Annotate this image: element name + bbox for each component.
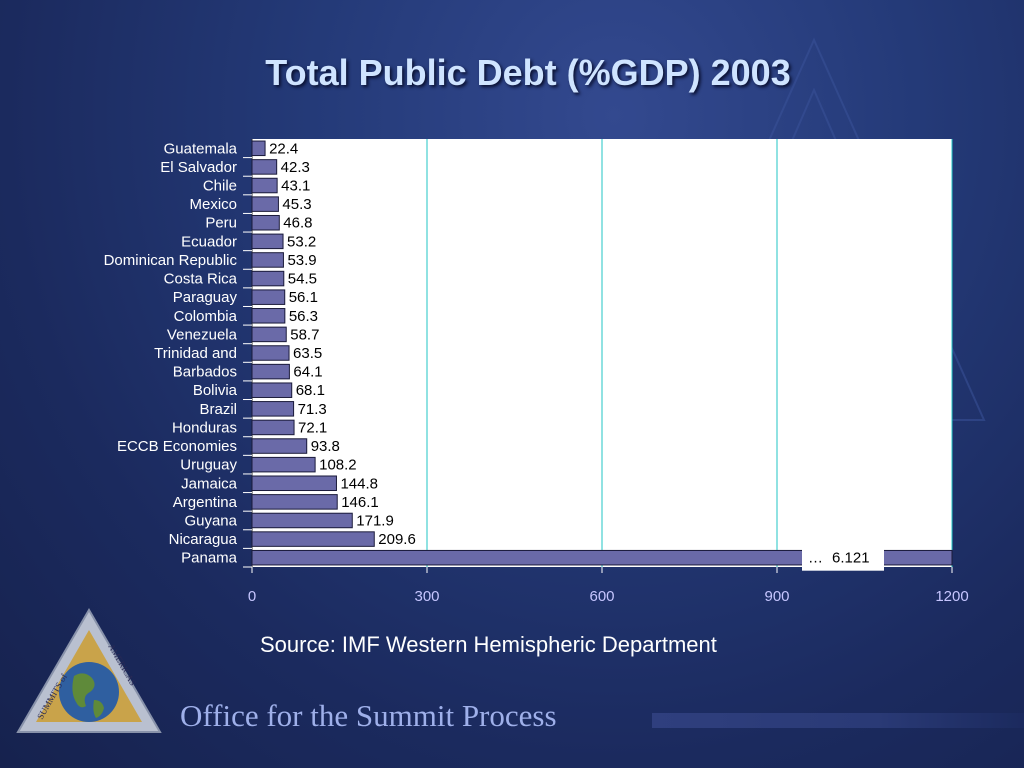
source-note: Source: IMF Western Hemispheric Departme…: [260, 632, 717, 657]
data-label: 68.1: [296, 382, 325, 399]
bar: [251, 494, 338, 510]
bar: [251, 401, 295, 417]
data-label: 56.3: [289, 308, 318, 325]
bar: [251, 233, 284, 250]
slide-title: Total Public Debt (%GDP) 2003: [265, 52, 791, 93]
data-label: 45.3: [282, 196, 311, 213]
category-label: Chile: [203, 178, 237, 195]
data-label: 64.1: [293, 364, 322, 381]
data-label: 56.1: [289, 289, 318, 306]
office-footer-text: Office for the Summit Process: [180, 698, 557, 733]
data-label: 46.8: [283, 215, 312, 232]
category-label: Jamaica: [181, 475, 238, 492]
category-label: Panama: [181, 550, 238, 567]
data-label: 71.3: [298, 401, 327, 418]
category-label: Guatemala: [164, 140, 238, 157]
data-label: 54.5: [288, 271, 317, 288]
bar: [251, 531, 375, 547]
category-label: Paraguay: [173, 289, 238, 306]
bar: [251, 214, 280, 231]
category-label: Venezuela: [167, 326, 238, 343]
category-label: Ecuador: [181, 233, 237, 250]
bar: [251, 140, 266, 157]
category-label: Bolivia: [193, 382, 238, 399]
bar: [251, 326, 287, 343]
x-tick-label: 900: [764, 588, 789, 605]
category-label: Dominican Republic: [104, 252, 238, 269]
category-label: Argentina: [173, 494, 238, 511]
data-label: 42.3: [281, 159, 310, 176]
debt-bar-chart: 0 300 600 900 1200 Guatemala 22.4 El Salvador 42…: [104, 139, 969, 605]
bar: [251, 289, 286, 305]
category-label: Guyana: [184, 512, 237, 529]
data-label: 6.121: [832, 550, 870, 567]
category-label: Brazil: [199, 401, 237, 418]
bar: [251, 363, 290, 380]
category-label: Mexico: [189, 196, 237, 213]
bar: [251, 270, 285, 287]
category-label: Peru: [205, 215, 237, 232]
bar: [251, 419, 295, 436]
data-label: 58.7: [290, 326, 319, 343]
bar: [251, 308, 286, 324]
truncation-marker: …: [808, 550, 823, 567]
bar: [251, 438, 308, 454]
x-tick-label: 1200: [935, 588, 968, 605]
data-label: 209.6: [378, 531, 416, 548]
x-tick-label: 600: [589, 588, 614, 605]
category-label: El Salvador: [160, 159, 237, 176]
bar: [251, 512, 353, 529]
bar: [251, 252, 284, 268]
bar: [251, 456, 316, 473]
data-label: 171.9: [356, 512, 394, 529]
category-label: ECCB Economies: [117, 438, 237, 455]
bar: [251, 177, 278, 194]
x-tick-label: 0: [248, 588, 256, 605]
category-label: Trinidad and: [154, 345, 237, 362]
data-label: 144.8: [340, 475, 378, 492]
data-label: 72.1: [298, 419, 327, 436]
bar: [251, 382, 293, 398]
data-label: 93.8: [311, 438, 340, 455]
category-label: Costa Rica: [164, 271, 238, 288]
truncation-label-box: [802, 544, 884, 571]
bar: [251, 196, 279, 212]
category-label: Barbados: [173, 364, 237, 381]
data-label: 22.4: [269, 140, 298, 157]
footer-decorative-bar: [652, 713, 1024, 728]
category-label: Colombia: [174, 308, 238, 325]
bar: [251, 475, 337, 492]
data-label: 53.9: [287, 252, 316, 269]
bar: [251, 549, 953, 566]
bar: [251, 159, 278, 175]
category-label: Nicaragua: [169, 531, 238, 548]
data-label: 146.1: [341, 494, 379, 511]
data-label: 108.2: [319, 457, 357, 474]
bar: [251, 345, 290, 361]
x-tick-label: 300: [414, 588, 439, 605]
data-label: 53.2: [287, 233, 316, 250]
data-label: 43.1: [281, 178, 310, 195]
data-label: 63.5: [293, 345, 322, 362]
summits-of-the-americas-logo: SUMMITS of AMERICAS: [16, 608, 162, 733]
category-label: Honduras: [172, 419, 237, 436]
category-label: Uruguay: [180, 457, 237, 474]
